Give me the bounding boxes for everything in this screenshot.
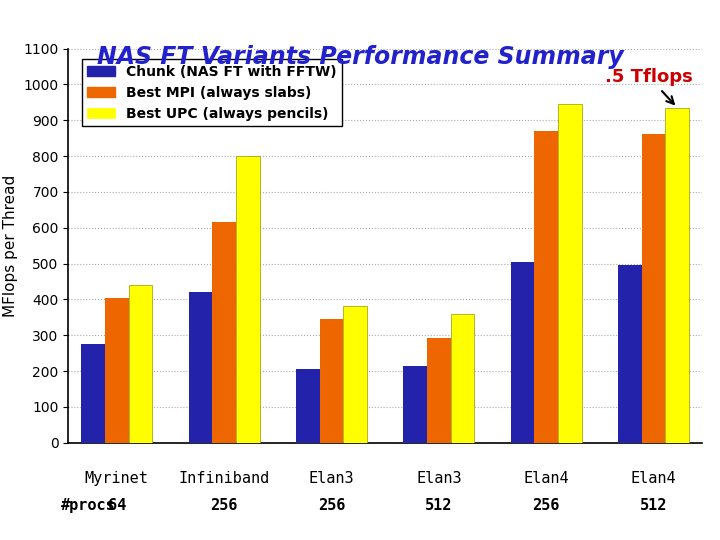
Bar: [189, 292, 212, 443]
Bar: [451, 314, 474, 443]
Bar: [403, 366, 427, 443]
Bar: [236, 156, 259, 443]
Bar: [642, 134, 665, 443]
Text: 256: 256: [533, 498, 560, 514]
Bar: [427, 338, 451, 443]
Bar: [320, 319, 343, 443]
Bar: [618, 266, 642, 443]
Y-axis label: MFlops per Thread: MFlops per Thread: [3, 174, 18, 317]
Text: Infiniband: Infiniband: [179, 471, 270, 487]
Text: 64: 64: [107, 498, 126, 514]
Bar: [212, 222, 236, 443]
Text: Elan4: Elan4: [631, 471, 677, 487]
Text: Elan3: Elan3: [416, 471, 462, 487]
Bar: [511, 262, 534, 443]
Legend: Chunk (NAS FT with FFTW), Best MPI (always slabs), Best UPC (always pencils): Chunk (NAS FT with FFTW), Best MPI (alwa…: [81, 59, 342, 126]
Bar: [129, 285, 152, 443]
Text: #procs: #procs: [61, 498, 116, 514]
Text: NAS FT Variants Performance Summary: NAS FT Variants Performance Summary: [96, 45, 624, 69]
Text: 256: 256: [318, 498, 345, 514]
Bar: [665, 108, 689, 443]
Bar: [105, 298, 129, 443]
Text: .5 Tflops: .5 Tflops: [606, 68, 693, 104]
Bar: [81, 345, 105, 443]
Text: Myrinet: Myrinet: [85, 471, 148, 487]
Bar: [343, 306, 367, 443]
Text: 512: 512: [640, 498, 667, 514]
Text: 512: 512: [426, 498, 453, 514]
Bar: [296, 369, 320, 443]
Text: Elan4: Elan4: [523, 471, 569, 487]
Text: Elan3: Elan3: [309, 471, 354, 487]
Bar: [558, 104, 582, 443]
Bar: [534, 131, 558, 443]
Text: 256: 256: [210, 498, 238, 514]
